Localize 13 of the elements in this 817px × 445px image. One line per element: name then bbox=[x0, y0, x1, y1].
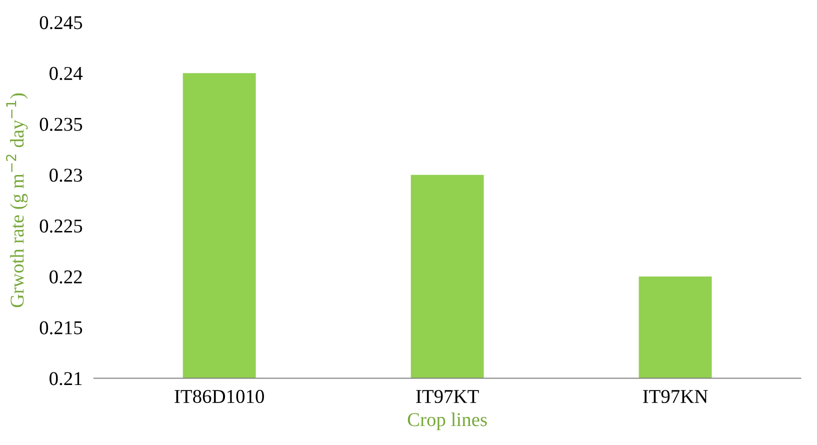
x-axis-title: Crop lines bbox=[408, 412, 487, 430]
y-tick-label: 0.21 bbox=[50, 372, 82, 386]
y-tick-label: 0.22 bbox=[50, 270, 82, 284]
x-tick-label: IT97KN bbox=[643, 390, 708, 404]
y-tick-label: 0.23 bbox=[50, 168, 82, 182]
y-tick-label: 0.225 bbox=[40, 219, 82, 233]
y-tick-label: 0.24 bbox=[50, 66, 83, 80]
y-axis-title: Grwoth rate (g m$^{−2}$ day$^{−1}$) bbox=[6, 93, 28, 308]
y-tick-label: 0.235 bbox=[40, 118, 82, 131]
x-tick-label: IT86D1010 bbox=[174, 390, 264, 404]
x-tick-label: IT97KT bbox=[416, 390, 479, 404]
y-tick-label: 0.215 bbox=[40, 321, 82, 334]
y-tick-label: 0.245 bbox=[40, 16, 82, 30]
